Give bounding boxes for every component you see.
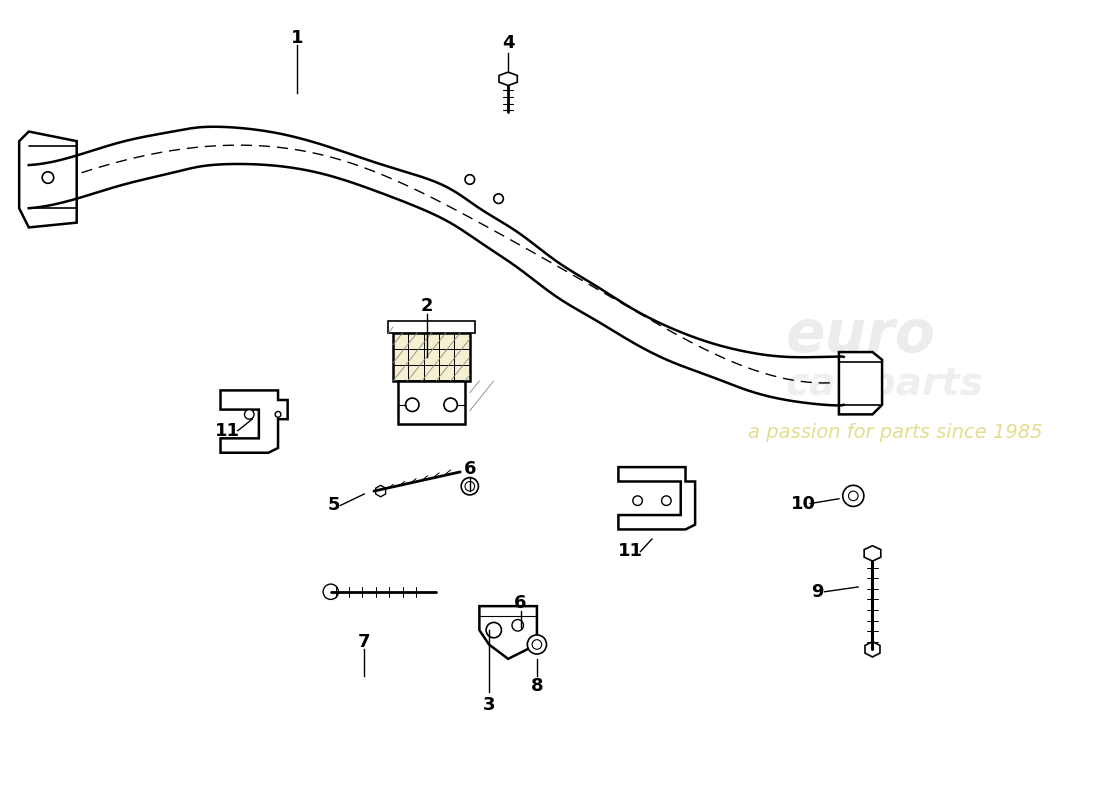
Text: 6: 6 xyxy=(515,594,527,612)
Circle shape xyxy=(42,172,54,183)
Circle shape xyxy=(532,640,541,650)
Polygon shape xyxy=(839,352,882,414)
Bar xyxy=(388,322,474,333)
Polygon shape xyxy=(865,642,880,657)
Polygon shape xyxy=(220,390,287,453)
Text: 9: 9 xyxy=(812,582,824,601)
Circle shape xyxy=(465,482,474,491)
Circle shape xyxy=(661,496,671,506)
Text: 5: 5 xyxy=(328,497,340,514)
Circle shape xyxy=(512,619,524,631)
Circle shape xyxy=(512,612,529,629)
Circle shape xyxy=(244,410,254,419)
Bar xyxy=(398,381,465,424)
Text: 11: 11 xyxy=(618,542,644,561)
Text: 4: 4 xyxy=(502,34,515,52)
Polygon shape xyxy=(19,131,77,227)
Text: a passion for parts since 1985: a passion for parts since 1985 xyxy=(748,423,1043,442)
Circle shape xyxy=(848,491,858,501)
Text: 1: 1 xyxy=(292,29,304,46)
Text: 2: 2 xyxy=(420,297,433,315)
Circle shape xyxy=(275,411,280,418)
Text: 10: 10 xyxy=(791,494,816,513)
Polygon shape xyxy=(618,467,695,530)
Text: 11: 11 xyxy=(214,422,240,440)
Circle shape xyxy=(632,496,642,506)
Circle shape xyxy=(494,194,504,203)
Polygon shape xyxy=(480,606,537,659)
Text: 3: 3 xyxy=(483,696,495,714)
Circle shape xyxy=(486,622,502,638)
Polygon shape xyxy=(376,486,386,497)
Polygon shape xyxy=(865,546,881,561)
Circle shape xyxy=(516,616,526,626)
Circle shape xyxy=(406,398,419,411)
Text: 6: 6 xyxy=(463,460,476,478)
Circle shape xyxy=(843,486,864,506)
Circle shape xyxy=(461,478,478,495)
Bar xyxy=(393,333,470,381)
Text: euro: euro xyxy=(786,307,936,364)
Polygon shape xyxy=(499,72,517,86)
Circle shape xyxy=(444,398,458,411)
Circle shape xyxy=(465,174,474,184)
Circle shape xyxy=(527,635,547,654)
Text: 7: 7 xyxy=(359,633,371,650)
Circle shape xyxy=(323,584,339,599)
Text: car parts: car parts xyxy=(786,366,983,403)
Text: 8: 8 xyxy=(530,677,543,694)
